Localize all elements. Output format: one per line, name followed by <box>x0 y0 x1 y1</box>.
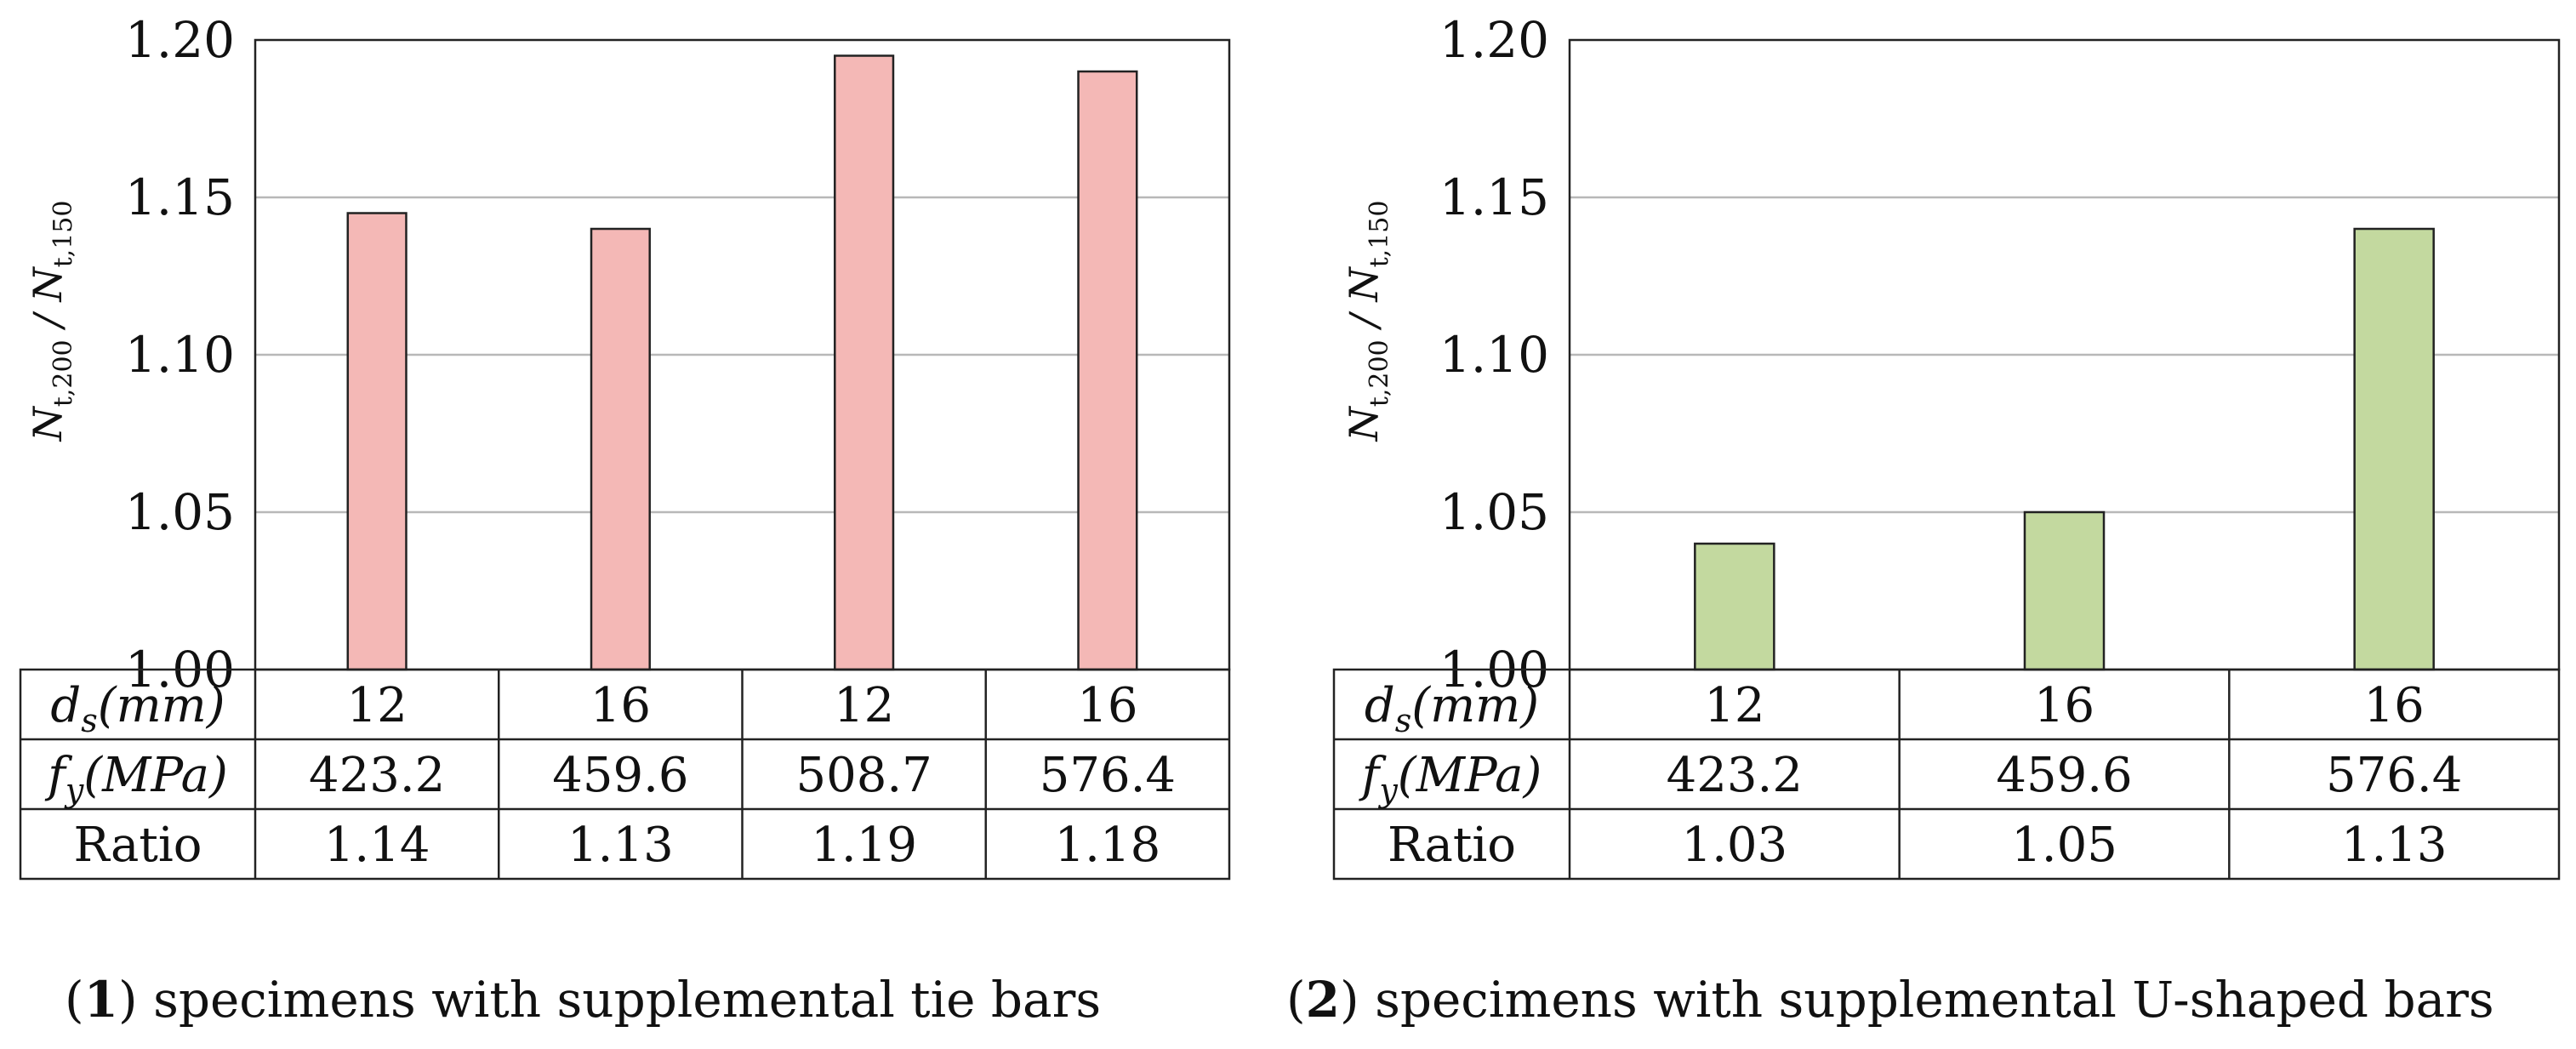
table-row-header: ds(mm) <box>50 678 225 739</box>
table-row-header: fy(MPa) <box>44 748 228 809</box>
table-cell: 1.18 <box>1055 818 1161 873</box>
table-cell: 16 <box>590 678 651 733</box>
y-label-sub2-num: ,150 <box>48 201 78 258</box>
row-header-var: d <box>50 678 81 733</box>
y-tick-label: 1.05 <box>1439 483 1549 541</box>
bar <box>834 54 895 671</box>
y-label-n1: N <box>25 405 71 442</box>
table-row-header: fy(MPa) <box>1359 748 1542 809</box>
row-header-sub: s <box>1395 702 1412 739</box>
bar <box>590 227 651 671</box>
row-header-unit: (MPa) <box>1398 748 1542 803</box>
y-label-sub1-num: ,200 <box>48 339 78 396</box>
table-cell: 459.6 <box>552 748 688 803</box>
y-tick-label: 1.10 <box>125 326 235 384</box>
table-cell: 1.13 <box>2341 818 2448 873</box>
y-tick-label: 1.15 <box>1439 168 1549 226</box>
bar <box>2023 510 2106 671</box>
y-label-sub1: t <box>1365 396 1394 407</box>
y-tick-label: 1.10 <box>1439 326 1549 384</box>
y-label-sub1-num: ,200 <box>1365 339 1394 396</box>
bar <box>1694 542 1775 671</box>
table-cell: 576.4 <box>1040 748 1176 803</box>
bar <box>346 212 407 671</box>
y-label-sub2-num: ,150 <box>1365 201 1394 258</box>
caption-paren-open: ( <box>1286 971 1306 1029</box>
row-header-sub: y <box>1377 772 1398 809</box>
table-cell: 12 <box>1704 678 1764 733</box>
table-cell: 1.05 <box>2011 818 2117 873</box>
caption-text: specimens with supplemental tie bars <box>153 971 1101 1029</box>
table-cell: 459.6 <box>1996 748 2132 803</box>
y-tick-label: 1.20 <box>1439 11 1549 69</box>
table-cell: 508.7 <box>795 748 932 803</box>
bar <box>2353 227 2435 671</box>
table-cell: 1.19 <box>811 818 917 873</box>
row-header-unit: (MPa) <box>83 748 228 803</box>
table-cell: 16 <box>2034 678 2094 733</box>
y-tick-label: 1.15 <box>125 168 235 226</box>
row-header-sub: y <box>64 772 84 809</box>
row-header-text: Ratio <box>1388 818 1516 873</box>
y-label-sep: / <box>25 302 71 340</box>
row-header-unit: (mm) <box>98 678 225 733</box>
table-cell: 423.2 <box>309 748 445 803</box>
table-frame <box>1332 668 2561 881</box>
y-axis-label: Nt,200 / Nt,150 <box>25 201 78 442</box>
y-label-n1: N <box>1341 405 1387 442</box>
y-label-sep: / <box>1341 302 1387 340</box>
table-cell: 12 <box>834 678 894 733</box>
y-label-n2: N <box>25 266 71 303</box>
y-label-sub2: t <box>48 257 78 267</box>
y-axis-label: Nt,200 / Nt,150 <box>1341 201 1394 442</box>
y-tick-label: 1.05 <box>125 483 235 541</box>
y-label-sub2: t <box>1365 257 1394 267</box>
table-cell: 1.13 <box>567 818 674 873</box>
row-header-sub: s <box>81 702 98 739</box>
caption-number: 1 <box>84 971 118 1029</box>
caption-number: 2 <box>1306 971 1340 1029</box>
table-cell: 423.2 <box>1667 748 1803 803</box>
table-cell: 1.03 <box>1681 818 1787 873</box>
y-tick-label: 1.20 <box>125 11 235 69</box>
table-row-header: Ratio <box>74 818 202 873</box>
y-label-sub1: t <box>48 396 78 407</box>
y-label-n2: N <box>1341 266 1387 303</box>
caption-paren-close: ) <box>1340 971 1375 1029</box>
table-cell: 576.4 <box>2326 748 2462 803</box>
table-cell: 12 <box>346 678 407 733</box>
table-row-header: ds(mm) <box>1365 678 1539 739</box>
table-cell: 16 <box>1077 678 1137 733</box>
table-row-header: Ratio <box>1388 818 1516 873</box>
row-header-var: d <box>1365 678 1395 733</box>
chart-caption: (2) specimens with supplemental U-shaped… <box>1286 971 2494 1029</box>
caption-paren-close: ) <box>118 971 153 1029</box>
row-header-text: Ratio <box>74 818 202 873</box>
caption-paren-open: ( <box>65 971 84 1029</box>
table-cell: 16 <box>2364 678 2425 733</box>
chart-caption: (1) specimens with supplemental tie bars <box>65 971 1101 1029</box>
row-header-unit: (mm) <box>1411 678 1539 733</box>
caption-text: specimens with supplemental U-shaped bar… <box>1375 971 2494 1029</box>
bar <box>1077 70 1138 671</box>
table-cell: 1.14 <box>324 818 430 873</box>
table-frame <box>19 668 1231 881</box>
